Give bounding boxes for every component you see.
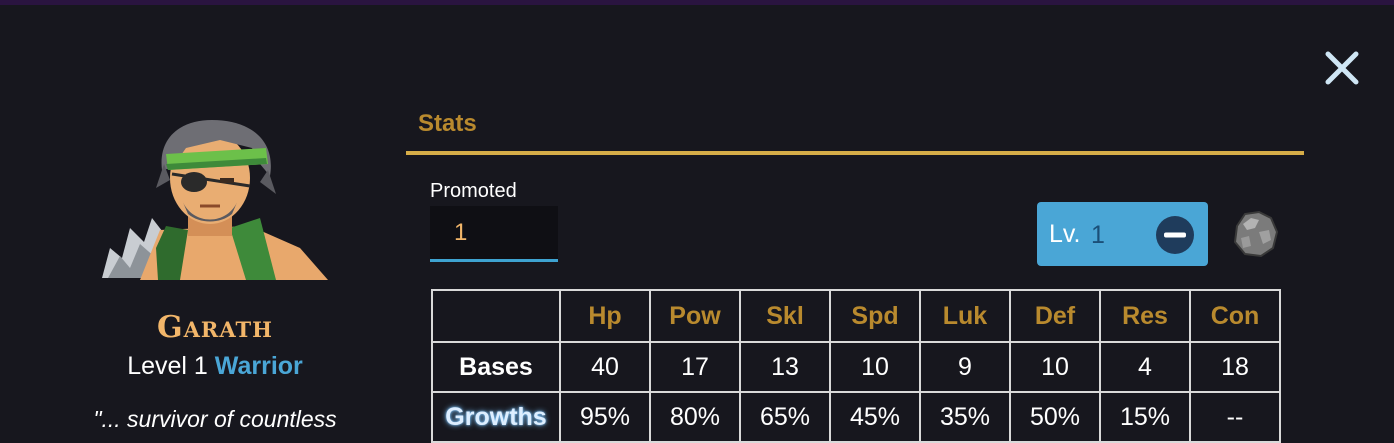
stone-item-icon[interactable]: [1229, 208, 1281, 260]
minus-circle-icon[interactable]: [1155, 215, 1195, 255]
unit-name: Garath: [157, 310, 273, 345]
bases-row: Bases 40 17 13 10 9 10 4 18: [431, 341, 1281, 393]
promoted-level-input[interactable]: [430, 206, 558, 262]
bases-label: Bases: [431, 341, 561, 393]
growth-spd: 45%: [829, 391, 921, 443]
base-luk: 9: [919, 341, 1011, 393]
stats-divider: [406, 151, 1304, 155]
stat-header-res: Res: [1099, 289, 1191, 343]
unit-level-line: Level 1 Warrior: [0, 352, 430, 381]
stats-header-row: Hp Pow Skl Spd Luk Def Res Con: [431, 289, 1281, 343]
base-spd: 10: [829, 341, 921, 393]
base-res: 4: [1099, 341, 1191, 393]
stats-table: Hp Pow Skl Spd Luk Def Res Con Bases 40 …: [431, 289, 1281, 443]
growth-skl: 65%: [739, 391, 831, 443]
unit-portrait: [102, 120, 328, 280]
growth-res: 15%: [1099, 391, 1191, 443]
growth-luk: 35%: [919, 391, 1011, 443]
stat-header-con: Con: [1189, 289, 1281, 343]
growth-con: --: [1189, 391, 1281, 443]
growth-hp: 95%: [559, 391, 651, 443]
growths-label[interactable]: Growths: [431, 391, 561, 443]
base-con: 18: [1189, 341, 1281, 393]
unit-class-link[interactable]: Warrior: [214, 352, 303, 380]
stat-header-skl: Skl: [739, 289, 831, 343]
corner-cell: [431, 289, 561, 343]
stat-header-spd: Spd: [829, 289, 921, 343]
stat-header-luk: Luk: [919, 289, 1011, 343]
unit-level: Level 1: [127, 352, 208, 380]
stat-header-hp: Hp: [559, 289, 651, 343]
growth-def: 50%: [1009, 391, 1101, 443]
stat-header-def: Def: [1009, 289, 1101, 343]
base-skl: 13: [739, 341, 831, 393]
stats-section-title: Stats: [418, 110, 477, 137]
top-bar: [0, 0, 1394, 5]
growths-row: Growths 95% 80% 65% 45% 35% 50% 15% --: [431, 391, 1281, 443]
base-def: 10: [1009, 341, 1101, 393]
base-pow: 17: [649, 341, 741, 393]
close-icon[interactable]: [1322, 48, 1362, 88]
unit-quote: "... survivor of countless: [93, 406, 337, 432]
level-label: Lv.: [1049, 220, 1081, 248]
level-control[interactable]: Lv. 1: [1037, 202, 1208, 266]
base-hp: 40: [559, 341, 651, 393]
level-value[interactable]: 1: [1091, 221, 1105, 249]
growth-pow: 80%: [649, 391, 741, 443]
promoted-label: Promoted: [430, 180, 517, 202]
stat-header-pow: Pow: [649, 289, 741, 343]
